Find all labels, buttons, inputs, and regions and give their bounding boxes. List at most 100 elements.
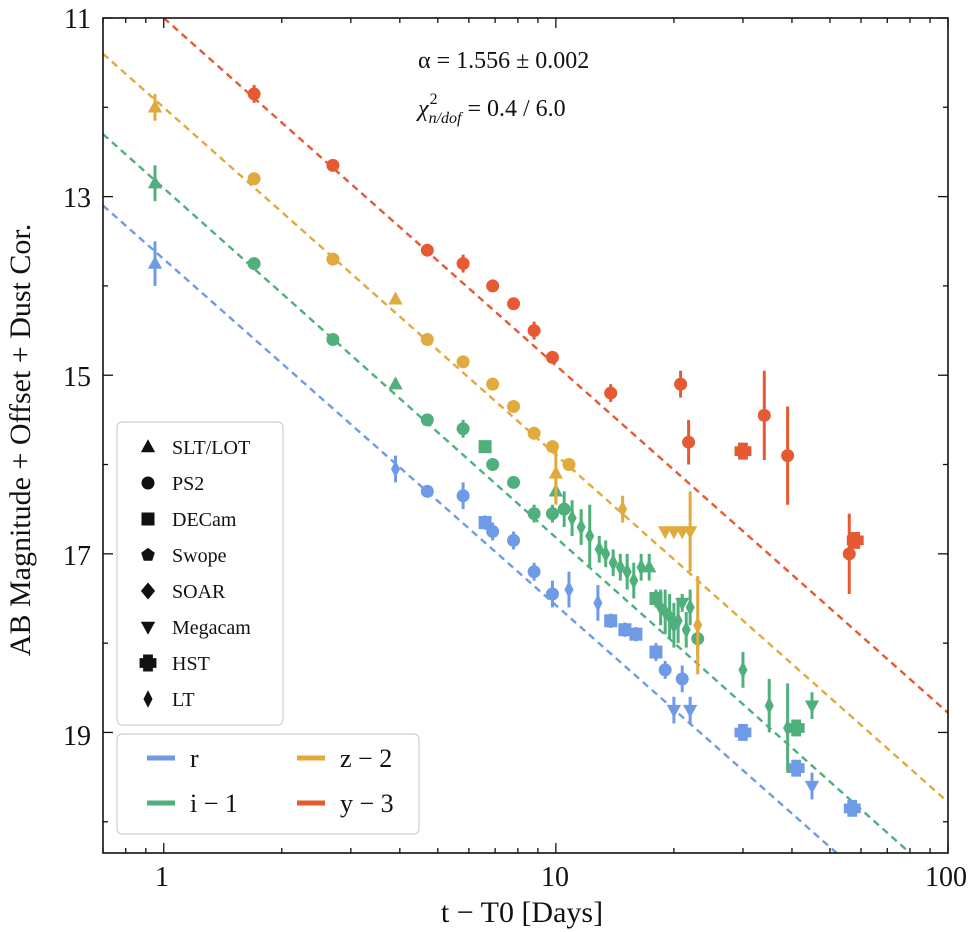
data-point-thin-diamond: [585, 527, 595, 545]
band-legend: r i − 1 z − 2 y − 3: [116, 733, 420, 835]
y-tick-labels: 11 13 15 17 19: [63, 4, 91, 752]
legend-label-y: y − 3: [340, 789, 394, 818]
y-tick-label: 11: [64, 4, 91, 35]
data-point-circle: [486, 377, 500, 391]
data-point-triangle-down: [804, 700, 820, 714]
data-point-thin-diamond: [576, 518, 586, 536]
data-point-thin-diamond: [593, 594, 603, 612]
data-point-triangle-up: [147, 175, 163, 189]
legend-marker-triangle-up: [140, 439, 156, 453]
data-point-circle: [527, 324, 541, 338]
data-point-circle: [674, 377, 688, 391]
chi-squared-annotation: χ2 n/dof = 0.4 / 6.0: [416, 91, 566, 127]
data-point-triangle-up: [388, 376, 403, 390]
y-tick-label: 17: [63, 541, 91, 572]
data-point-circle: [781, 449, 795, 463]
legend-marker-triangle-down: [140, 621, 156, 635]
data-point-circle: [562, 458, 576, 472]
x-axis-label: t − T0 [Days]: [441, 896, 603, 929]
legend-label-hst: HST: [172, 653, 210, 675]
data-point-thin-diamond: [685, 598, 695, 617]
legend-marker-pentagon: [141, 547, 155, 561]
data-point-triangle-down: [675, 597, 690, 611]
legend-label-lt: LT: [172, 689, 195, 711]
chi-value: = 0.4 / 6.0: [461, 96, 565, 122]
data-point-circle: [456, 257, 470, 271]
data-point-thin-diamond: [564, 580, 574, 599]
data-point-square: [649, 645, 663, 659]
data-point-thin-diamond: [629, 571, 639, 590]
data-point-thin-diamond: [693, 616, 703, 635]
data-point-circle: [247, 87, 261, 101]
x-tick-label: 10: [541, 862, 569, 893]
alpha-annotation: α = 1.556 ± 0.002: [418, 48, 589, 74]
data-point-circle: [486, 458, 500, 472]
legend-label-z: z − 2: [340, 744, 392, 773]
data-point-circle: [507, 297, 521, 311]
data-point-circle: [420, 484, 434, 498]
legend-marker-square: [141, 512, 155, 526]
data-point-triangle-down: [682, 526, 698, 540]
fit-line-3: [162, 18, 948, 714]
y-axis-label: AB Magnitude + Offset + Dust Cor.: [4, 224, 37, 656]
data-point-circle: [456, 489, 470, 503]
data-point-circle: [326, 332, 340, 346]
band-legend-box: [116, 733, 420, 835]
data-point-circle: [545, 350, 559, 364]
data-point-square: [604, 614, 618, 628]
data-point-circle: [842, 547, 856, 561]
data-point-circle: [682, 435, 696, 449]
data-point-triangle-up: [548, 465, 564, 479]
data-point-circle: [658, 663, 672, 677]
data-point-circle: [545, 507, 559, 521]
data-point-thin-diamond: [764, 696, 774, 715]
data-point-circle: [326, 158, 340, 172]
chi-superscript: 2: [430, 91, 438, 108]
data-point-circle: [486, 525, 500, 539]
data-point-circle: [545, 587, 559, 601]
data-point-circle: [456, 422, 470, 436]
y-tick-label: 15: [63, 362, 91, 393]
plot-frame: [102, 17, 949, 854]
x-tick-label: 100: [925, 862, 967, 893]
legend-label-slt-lot: SLT/LOT: [172, 437, 250, 459]
data-point-thin-diamond: [622, 562, 632, 581]
instrument-legend-markers: [139, 439, 157, 708]
data-point-circle: [420, 332, 434, 346]
chi-symbol: χ: [416, 96, 430, 122]
fit-line-1: [103, 133, 911, 853]
data-point-circle: [247, 172, 261, 186]
data-point-triangle-down: [682, 704, 698, 718]
data-point-circle: [527, 426, 541, 440]
data-points: [147, 84, 864, 817]
data-point-circle: [507, 533, 521, 547]
y-tick-label: 13: [63, 183, 91, 214]
data-point-triangle-up: [388, 291, 403, 305]
legend-label-decam: DECam: [172, 509, 237, 531]
data-point-circle: [527, 565, 541, 579]
data-point-thin-diamond: [608, 553, 618, 572]
x-tick-labels: 1 10 100: [155, 862, 967, 893]
data-point-thin-diamond: [681, 620, 691, 639]
data-point-circle: [420, 413, 434, 427]
instrument-legend: SLT/LOT PS2 DECam Swope SOAR Megacam HST…: [116, 421, 284, 726]
data-point-plus: [734, 442, 752, 460]
x-tick-label: 1: [155, 862, 169, 893]
data-point-plus: [787, 759, 805, 777]
data-point-square: [478, 440, 492, 454]
legend-marker-plus: [139, 654, 157, 672]
data-point-thin-diamond: [673, 612, 683, 630]
legend-marker-circle: [141, 476, 155, 490]
legend-marker-diamond: [140, 582, 156, 600]
data-point-circle: [326, 252, 340, 266]
data-point-triangle-up: [147, 99, 163, 113]
data-point-square: [618, 623, 632, 637]
fit-line-2: [103, 52, 948, 803]
data-point-thin-diamond: [601, 545, 611, 563]
legend-label-soar: SOAR: [172, 581, 226, 603]
data-point-circle: [675, 672, 689, 686]
data-point-thin-diamond: [390, 460, 401, 478]
fit-lines: [103, 18, 948, 853]
instrument-legend-box: [116, 421, 284, 726]
